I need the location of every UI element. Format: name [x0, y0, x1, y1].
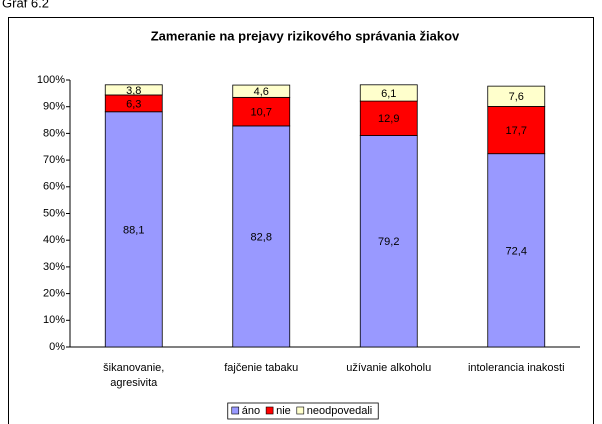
y-tick-label: 100% — [37, 74, 65, 86]
x-tick-label: užívanie alkoholu — [346, 362, 431, 374]
y-tick-label: 70% — [43, 154, 65, 166]
caption: Graf 6.2 — [2, 0, 49, 10]
x-tick-label: šikanovanie, agresivita — [103, 362, 164, 389]
bar-segment — [359, 84, 418, 102]
bar-segment — [487, 85, 546, 107]
data-label: 7,6 — [509, 91, 524, 103]
bar-segment — [487, 106, 546, 155]
legend-swatch — [231, 406, 240, 415]
y-tick-label: 20% — [43, 288, 65, 300]
bar-segment — [487, 153, 546, 348]
data-label: 17,7 — [506, 125, 527, 137]
data-label: 10,7 — [251, 107, 272, 119]
chart-title: Zameranie na prejavy rizikového správani… — [151, 28, 460, 43]
x-tick-label: fajčenie tabaku — [224, 362, 298, 374]
legend-label: nie — [276, 405, 291, 417]
y-tick-label: 40% — [43, 234, 65, 246]
y-tick-label: 10% — [43, 314, 65, 326]
data-label: 6,1 — [381, 88, 396, 100]
bar-segment — [104, 111, 163, 348]
bar-segment — [104, 84, 163, 96]
bar-segment — [232, 84, 291, 98]
legend-label: áno — [242, 405, 260, 417]
y-tick-label: 90% — [43, 101, 65, 113]
data-label: 12,9 — [378, 113, 399, 125]
legend-label: neodpovedali — [307, 405, 372, 417]
bar-segment — [359, 100, 418, 136]
data-label: 3,8 — [126, 85, 141, 97]
data-label: 88,1 — [123, 224, 144, 236]
bar-segment — [232, 96, 291, 127]
y-tick-label: 80% — [43, 127, 65, 139]
y-tick-label: 0% — [49, 341, 65, 353]
data-label: 4,6 — [254, 86, 269, 98]
data-label: 6,3 — [126, 98, 141, 110]
legend-swatch — [296, 406, 305, 415]
legend-swatch — [265, 406, 274, 415]
y-tick-label: 50% — [43, 207, 65, 219]
y-tick-label: 60% — [43, 181, 65, 193]
data-label: 79,2 — [378, 236, 399, 248]
data-label: 72,4 — [506, 245, 527, 257]
x-tick-label: intolerancia inakosti — [468, 362, 565, 374]
y-tick-label: 30% — [43, 261, 65, 273]
bar-segment — [232, 125, 291, 348]
data-label: 82,8 — [251, 231, 272, 243]
